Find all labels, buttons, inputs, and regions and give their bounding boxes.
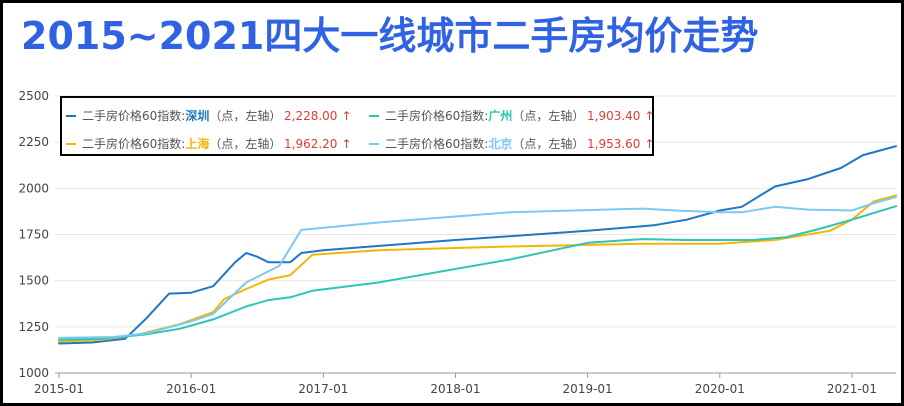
legend-city-shanghai: 上海: [185, 137, 210, 151]
legend-city-beijing: 北京: [488, 137, 513, 151]
legend-suffix: （点，左轴）: [209, 109, 282, 123]
legend-item-shenzhen[interactable]: 二手房价格60指数:深圳（点，左轴） 2,228.00 ↑: [66, 105, 352, 127]
x-tick-label: 2018-01: [430, 382, 480, 396]
y-tick-label: 1750: [18, 228, 49, 242]
legend-city-shenzhen: 深圳: [185, 109, 210, 123]
x-tick-label: 2015-01: [34, 382, 84, 396]
up-arrow-icon: ↑: [341, 137, 352, 151]
series-line-guangzhou: [58, 205, 897, 341]
up-arrow-icon: ↑: [644, 137, 655, 151]
series-line-beijing: [58, 196, 897, 339]
legend-item-guangzhou[interactable]: 二手房价格60指数:广州（点，左轴） 1,903.40 ↑: [369, 105, 655, 127]
y-tick-label: 2500: [18, 89, 49, 103]
legend-value-shenzhen: 2,228.00 ↑: [284, 109, 352, 123]
y-tick-label: 2250: [18, 135, 49, 149]
x-tick-label: 2021-01: [827, 382, 877, 396]
legend-item-beijing[interactable]: 二手房价格60指数:北京（点，左轴） 1,953.60 ↑: [369, 133, 655, 155]
x-tick-label: 2017-01: [298, 382, 348, 396]
up-arrow-icon: ↑: [644, 109, 655, 123]
legend-prefix: 二手房价格60指数:: [385, 137, 489, 151]
x-tick-label: 2020-01: [695, 382, 745, 396]
legend-value-shanghai: 1,962.20 ↑: [284, 137, 352, 151]
x-tick-label: 2016-01: [166, 382, 216, 396]
legend-prefix: 二手房价格60指数:: [82, 137, 186, 151]
legend-city-guangzhou: 广州: [488, 109, 513, 123]
up-arrow-icon: ↑: [341, 109, 352, 123]
y-tick-label: 1500: [18, 274, 49, 288]
y-tick-label: 1250: [18, 320, 49, 334]
chart-title: 2015~2021四大一线城市二手房均价走势: [21, 14, 759, 58]
legend-suffix: （点，左轴）: [512, 137, 585, 151]
legend-prefix: 二手房价格60指数:: [82, 109, 186, 123]
legend-item-shanghai[interactable]: 二手房价格60指数:上海（点，左轴） 1,962.20 ↑: [66, 133, 352, 155]
y-tick-label: 2000: [18, 181, 49, 195]
legend-suffix: （点，左轴）: [512, 109, 585, 123]
legend-swatch-beijing: [369, 142, 379, 145]
legend-swatch-shanghai: [66, 142, 76, 145]
y-tick-label: 1000: [18, 366, 49, 380]
legend-value-guangzhou: 1,903.40 ↑: [587, 109, 655, 123]
legend: 二手房价格60指数:深圳（点，左轴） 2,228.00 ↑ 二手房价格60指数:广…: [60, 96, 655, 156]
legend-swatch-shenzhen: [66, 114, 76, 117]
series-line-shanghai: [58, 194, 897, 343]
legend-value-beijing: 1,953.60 ↑: [587, 137, 655, 151]
legend-prefix: 二手房价格60指数:: [385, 109, 489, 123]
x-tick-label: 2019-01: [563, 382, 613, 396]
legend-suffix: （点，左轴）: [209, 137, 282, 151]
series-line-shenzhen: [58, 145, 897, 345]
legend-swatch-guangzhou: [369, 114, 379, 117]
line-chart: 1000 1250 1500 1750 2000 2250 2500 2015-01 2016-…: [18, 89, 897, 396]
